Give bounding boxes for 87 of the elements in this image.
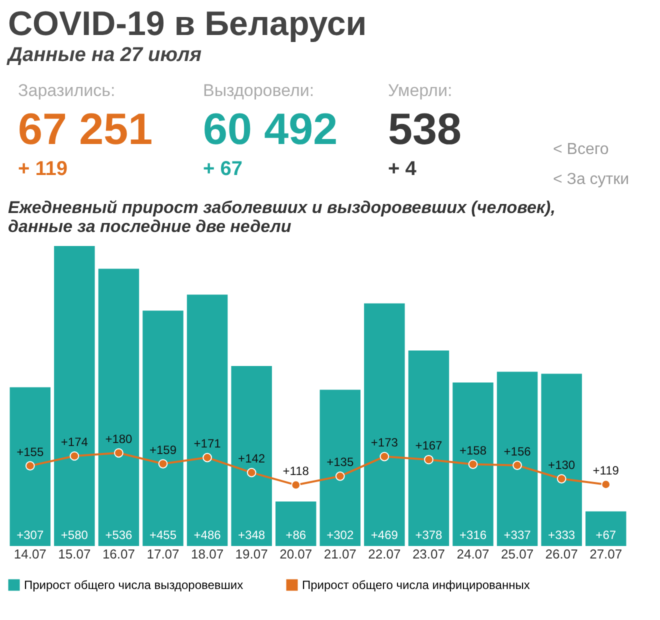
text: Заразились: bbox=[18, 81, 116, 100]
data-label: +469 bbox=[370, 528, 398, 542]
x-tick-label: 27.07 bbox=[590, 546, 622, 562]
point bbox=[246, 468, 256, 478]
data-label: +333 bbox=[548, 528, 576, 542]
text: 538 bbox=[388, 105, 462, 154]
x-tick-label: 15.07 bbox=[58, 546, 91, 562]
text: + 4 bbox=[388, 158, 418, 180]
x-tick-label: 22.07 bbox=[368, 546, 401, 562]
legend-label: Прирост общего числа выздоровевших bbox=[24, 578, 244, 592]
x-tick-label: 14.07 bbox=[14, 546, 46, 562]
data-label: +348 bbox=[238, 528, 266, 542]
point bbox=[158, 459, 168, 468]
x-tick-label: 24.07 bbox=[456, 546, 490, 562]
bar bbox=[320, 390, 361, 546]
text: 67 251 bbox=[18, 105, 153, 154]
x-tick-label: 18.07 bbox=[191, 546, 224, 562]
data-label: +455 bbox=[149, 528, 177, 542]
x-tick-label: 25.07 bbox=[501, 546, 534, 562]
data-label: +378 bbox=[415, 528, 443, 542]
data-label: +86 bbox=[286, 528, 306, 542]
text: 60 492 bbox=[203, 105, 338, 154]
data-label: +135 bbox=[326, 455, 354, 470]
text: COVID-19 в Беларуси bbox=[8, 5, 367, 43]
data-label: +580 bbox=[60, 528, 88, 542]
bar bbox=[142, 310, 184, 546]
data-label: +307 bbox=[16, 528, 44, 542]
bar bbox=[275, 502, 316, 546]
point bbox=[70, 451, 80, 461]
point bbox=[512, 460, 522, 470]
point bbox=[424, 454, 434, 464]
data-label: +130 bbox=[548, 458, 576, 472]
data-label: +167 bbox=[415, 438, 443, 453]
point bbox=[291, 480, 301, 490]
data-label: +118 bbox=[282, 464, 310, 478]
data-label: +174 bbox=[60, 435, 88, 449]
data-label: +173 bbox=[370, 436, 398, 450]
text: Ежедневный прирост заболевших и выздоровевших (человек), bbox=[8, 198, 556, 217]
bar bbox=[452, 382, 494, 546]
text: + 119 bbox=[18, 158, 68, 180]
x-tick-label: 23.07 bbox=[412, 546, 445, 562]
point bbox=[468, 460, 478, 469]
x-tick-label: 21.07 bbox=[324, 546, 356, 562]
data-label: +171 bbox=[194, 436, 222, 451]
data-label: +158 bbox=[459, 443, 487, 458]
point bbox=[556, 474, 566, 484]
data-label: +119 bbox=[592, 463, 620, 478]
text: Умерли: bbox=[388, 81, 452, 100]
data-label: +142 bbox=[238, 452, 266, 466]
data-label: +486 bbox=[194, 528, 222, 542]
bar bbox=[98, 268, 140, 546]
bar bbox=[231, 366, 272, 546]
x-tick-label: 16.07 bbox=[102, 546, 135, 562]
point bbox=[380, 452, 390, 462]
data-label: +536 bbox=[105, 528, 133, 542]
x-tick-label: 20.07 bbox=[280, 546, 312, 562]
data-label: +337 bbox=[504, 528, 532, 542]
legend-label: Прирост общего числа инфицированных bbox=[302, 578, 530, 592]
x-tick-label: 26.07 bbox=[545, 546, 578, 562]
point bbox=[601, 480, 611, 490]
text: < Всего bbox=[553, 141, 609, 158]
text: Выздоровели: bbox=[203, 81, 314, 100]
point bbox=[25, 461, 35, 470]
text: < За сутки bbox=[553, 171, 630, 188]
data-label: +156 bbox=[504, 444, 532, 458]
point bbox=[114, 448, 124, 458]
text: + 67 bbox=[203, 158, 242, 180]
bar bbox=[496, 372, 538, 546]
bar bbox=[408, 350, 450, 546]
text: Данные на 27 июля bbox=[6, 44, 202, 66]
data-label: +159 bbox=[149, 442, 177, 457]
bar bbox=[541, 374, 582, 546]
bar bbox=[364, 303, 405, 546]
point bbox=[202, 452, 212, 462]
bar bbox=[186, 294, 228, 546]
bar bbox=[10, 387, 51, 546]
data-label: +180 bbox=[105, 432, 133, 446]
point bbox=[335, 472, 345, 481]
x-tick-label: 17.07 bbox=[146, 546, 180, 562]
data-label: +67 bbox=[596, 528, 616, 542]
data-label: +155 bbox=[16, 444, 44, 459]
data-label: +316 bbox=[459, 528, 487, 542]
bar bbox=[585, 511, 626, 546]
bar bbox=[54, 246, 95, 546]
data-label: +302 bbox=[326, 528, 354, 542]
x-tick-label: 19.07 bbox=[235, 546, 268, 562]
text: данные за последние две недели bbox=[8, 217, 292, 236]
